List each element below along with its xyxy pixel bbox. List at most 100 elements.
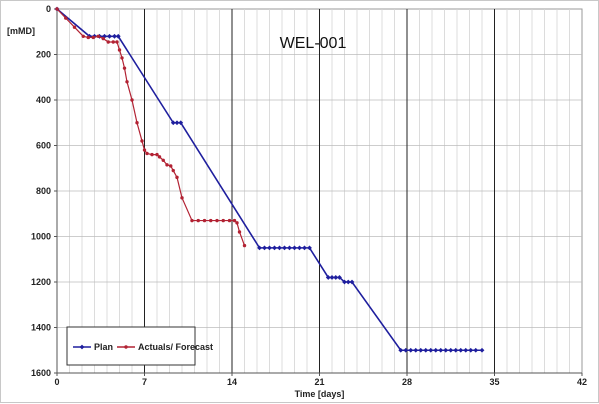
data-point	[418, 347, 424, 353]
data-point	[190, 218, 194, 223]
data-point	[111, 40, 115, 44]
data-point	[155, 152, 159, 157]
data-point	[398, 347, 404, 353]
data-point	[202, 218, 207, 223]
data-point	[169, 164, 173, 168]
data-point	[112, 33, 117, 39]
x-tick-label: 42	[577, 377, 587, 387]
data-point	[262, 245, 267, 251]
data-point	[86, 35, 90, 40]
data-point	[428, 347, 434, 353]
data-point	[257, 245, 262, 251]
data-point	[463, 347, 469, 353]
data-point	[307, 245, 312, 251]
data-point	[277, 245, 282, 251]
data-point	[175, 175, 179, 180]
data-point	[433, 347, 439, 353]
data-point	[232, 218, 237, 223]
grid	[56, 8, 583, 374]
y-tick-label: 1000	[31, 232, 51, 242]
data-point	[174, 120, 180, 126]
data-point	[101, 36, 105, 41]
data-point	[337, 275, 342, 280]
data-point	[145, 151, 149, 156]
data-point	[72, 25, 77, 29]
data-point	[438, 347, 444, 353]
data-point	[215, 218, 219, 223]
y-tick-label: 1400	[31, 323, 51, 333]
y-tick-label: 0	[46, 4, 51, 14]
data-point	[221, 218, 225, 223]
y-tick-label: 1200	[31, 277, 51, 287]
data-point	[180, 196, 184, 200]
data-point	[408, 347, 414, 353]
legend-item: Actuals/ Forecast	[117, 342, 213, 352]
series-line	[56, 8, 246, 246]
legend: Plan Actuals/ Forecast	[66, 326, 213, 366]
data-point	[120, 56, 124, 60]
data-point	[64, 16, 68, 20]
data-point	[209, 218, 213, 223]
y-axis-title: [mMD]	[7, 26, 35, 36]
series-actuals-forecast	[55, 7, 247, 248]
data-point	[150, 152, 154, 157]
data-point	[242, 243, 247, 248]
data-point	[81, 34, 85, 38]
data-point	[473, 347, 479, 353]
data-point	[287, 245, 292, 251]
data-point	[171, 168, 175, 173]
data-point	[453, 347, 459, 353]
data-point	[170, 120, 176, 126]
x-tick-label: 0	[54, 377, 59, 387]
legend-label: Actuals/ Forecast	[138, 342, 213, 352]
data-point	[227, 218, 232, 223]
data-point	[117, 48, 122, 52]
data-point	[443, 347, 449, 353]
legend-item: Plan	[73, 342, 113, 352]
data-point	[267, 245, 272, 251]
data-point	[302, 245, 307, 251]
data-point	[345, 279, 351, 285]
data-point	[282, 245, 287, 251]
x-tick-label: 14	[227, 377, 237, 387]
chart-title: WEL-001	[280, 35, 347, 52]
series-layer	[54, 6, 485, 353]
data-point	[165, 163, 169, 167]
data-point	[125, 80, 129, 84]
data-point	[292, 245, 297, 251]
data-point	[157, 155, 162, 159]
data-point	[161, 158, 165, 162]
x-tick-label: 28	[402, 377, 412, 387]
data-point	[106, 40, 110, 44]
data-point	[196, 218, 200, 223]
data-point	[235, 221, 239, 225]
y-tick-label: 800	[36, 186, 51, 196]
x-tick-label: 35	[489, 377, 499, 387]
data-point	[297, 245, 302, 251]
data-point	[349, 279, 355, 285]
y-tick-label: 400	[36, 95, 51, 105]
data-point	[55, 7, 59, 11]
data-point	[342, 279, 347, 285]
data-point	[468, 347, 474, 353]
data-point	[107, 33, 112, 39]
data-point	[96, 34, 100, 38]
data-point	[403, 347, 409, 353]
x-tick-label: 21	[314, 377, 324, 387]
x-axis-title: Time [days]	[295, 389, 345, 399]
data-point	[272, 245, 277, 251]
data-point	[333, 275, 339, 280]
data-point	[115, 33, 121, 39]
data-point	[124, 345, 128, 349]
data-point	[413, 347, 419, 353]
data-point	[178, 120, 184, 126]
data-point	[122, 66, 127, 70]
data-point	[130, 98, 134, 102]
data-point	[91, 35, 95, 40]
data-point	[325, 275, 331, 280]
y-tick-label: 1600	[31, 368, 51, 378]
x-tick-label: 7	[142, 377, 147, 387]
